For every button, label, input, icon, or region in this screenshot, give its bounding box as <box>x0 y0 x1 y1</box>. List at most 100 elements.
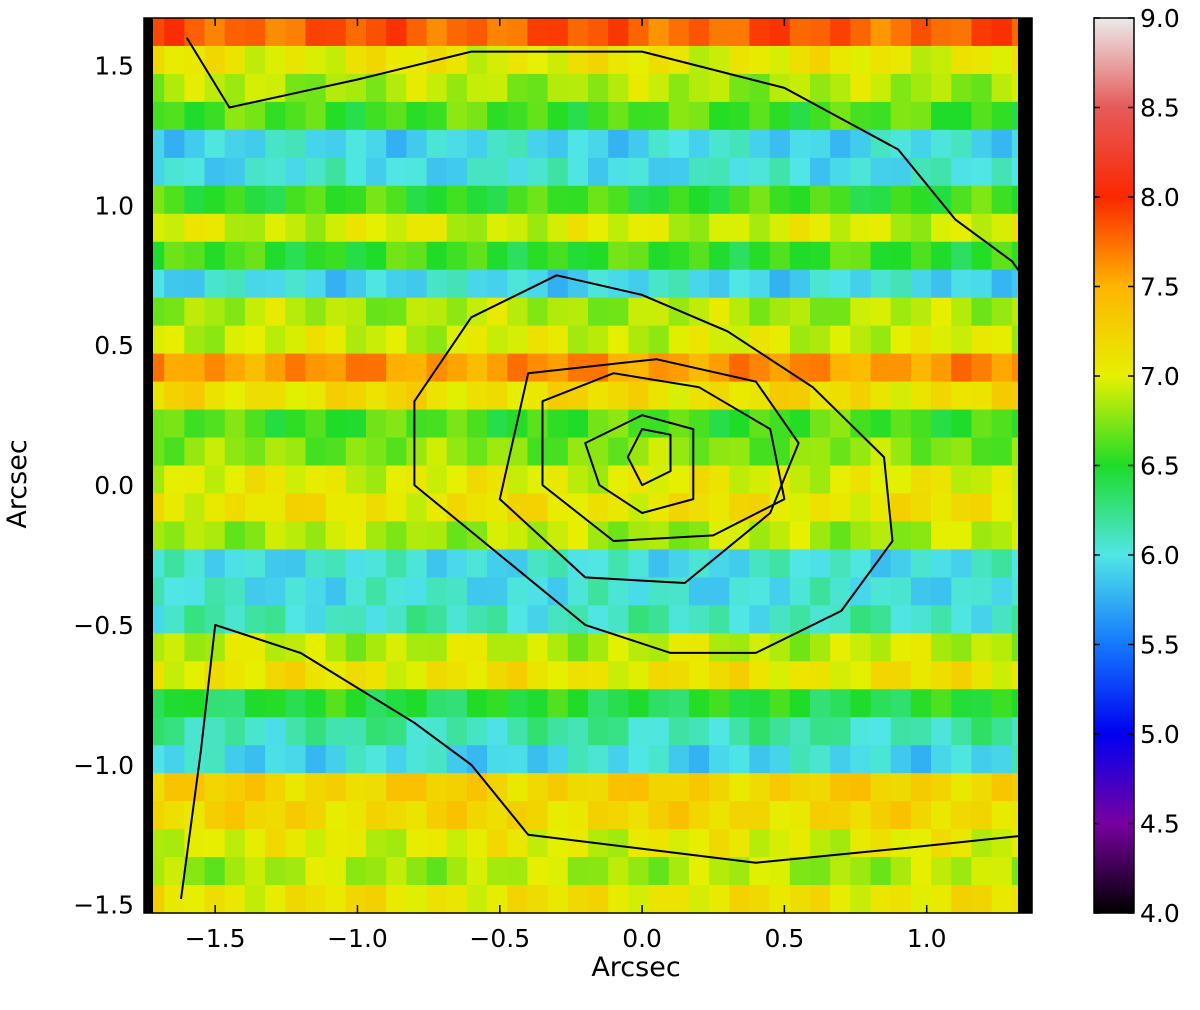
heatmap-cell <box>628 493 650 523</box>
heatmap-cell <box>688 661 710 690</box>
heatmap-cell <box>850 241 872 271</box>
heatmap-cell <box>628 325 650 355</box>
heatmap-cell <box>386 157 407 187</box>
heatmap-cell <box>244 157 266 187</box>
heatmap-cell <box>507 857 529 886</box>
heatmap-cell <box>668 521 690 551</box>
heatmap-cell <box>386 717 407 746</box>
heatmap-cell <box>446 297 468 327</box>
heatmap-cell <box>184 773 206 802</box>
heatmap-cell <box>931 493 952 523</box>
heatmap-cell <box>709 269 730 299</box>
heatmap-cell <box>850 297 872 327</box>
heatmap-cell <box>709 661 730 690</box>
heatmap-cell <box>265 381 286 411</box>
heatmap-cell <box>164 325 185 355</box>
heatmap-cell <box>305 493 327 523</box>
heatmap-cell <box>608 577 629 606</box>
heatmap-cell <box>547 745 569 774</box>
heatmap-cell <box>870 745 892 774</box>
heatmap-cell <box>446 745 468 774</box>
heatmap-cell <box>244 773 266 802</box>
heatmap-cell <box>628 213 650 243</box>
heatmap-cell <box>325 213 347 243</box>
heatmap-cell <box>305 353 327 383</box>
heatmap-cell <box>830 829 851 858</box>
heatmap-cell <box>406 689 428 718</box>
heatmap-cell <box>668 661 690 690</box>
heatmap-cell <box>507 73 529 103</box>
heatmap-cell <box>931 129 952 159</box>
heatmap-cell <box>749 549 771 578</box>
heatmap-cell <box>507 689 529 718</box>
heatmap-cell <box>386 45 407 75</box>
heatmap-cell <box>406 73 428 103</box>
heatmap-cell <box>830 409 851 439</box>
heatmap-cell <box>628 185 650 215</box>
heatmap-cell <box>547 437 569 467</box>
heatmap-cell <box>386 18 407 47</box>
heatmap-cell <box>325 717 347 746</box>
heatmap-cell <box>931 773 952 802</box>
heatmap-cell <box>446 45 468 75</box>
heatmap-cell <box>184 465 206 495</box>
heatmap-cell <box>910 73 932 103</box>
heatmap-cell <box>648 269 670 299</box>
heatmap-cell <box>648 689 670 718</box>
colorbar-tick-label: 8.0 <box>1140 183 1180 212</box>
heatmap-cell <box>991 73 1013 103</box>
heatmap-cell <box>325 577 347 606</box>
heatmap-cell <box>628 661 650 690</box>
heatmap-cell <box>244 269 266 299</box>
heatmap-cell <box>729 885 751 914</box>
heatmap-cell <box>466 549 488 578</box>
heatmap-cell <box>406 297 428 327</box>
heatmap-cell <box>507 661 529 690</box>
heatmap-cell <box>850 101 872 131</box>
heatmap-cell <box>910 381 932 411</box>
heatmap-cell <box>164 689 185 718</box>
heatmap-cell <box>850 381 872 411</box>
heatmap-cell <box>325 605 347 634</box>
heatmap-cell <box>830 689 851 718</box>
heatmap-cell <box>668 73 690 103</box>
heatmap-cell <box>951 18 973 47</box>
heatmap-cell <box>749 633 771 662</box>
heatmap-cell <box>971 773 993 802</box>
heatmap-cell <box>870 437 892 467</box>
heatmap-cell <box>709 689 730 718</box>
heatmap-cell <box>850 689 872 718</box>
heatmap-cell <box>224 745 246 774</box>
heatmap-cell <box>345 521 367 551</box>
heatmap-cell <box>789 269 811 299</box>
heatmap-cell <box>285 885 307 914</box>
heatmap-cell <box>910 605 932 634</box>
heatmap-cell <box>325 437 347 467</box>
heatmap-cell <box>204 773 226 802</box>
heatmap-cell <box>527 773 549 802</box>
heatmap-cell <box>588 885 609 914</box>
heatmap-cell <box>164 437 185 467</box>
heatmap-cell <box>850 801 872 830</box>
heatmap-cell <box>648 521 670 551</box>
heatmap-cell <box>547 409 569 439</box>
heatmap-cell <box>769 437 791 467</box>
heatmap-cell <box>285 465 307 495</box>
heatmap-cell <box>769 297 791 327</box>
heatmap-cell <box>769 521 791 551</box>
heatmap-cell <box>729 773 751 802</box>
heatmap-cell <box>164 829 185 858</box>
x-tick-label: −1.0 <box>327 924 388 953</box>
heatmap-cell <box>729 381 751 411</box>
heatmap-cell <box>910 829 932 858</box>
heatmap-cell <box>386 297 407 327</box>
heatmap-cell <box>890 129 912 159</box>
heatmap-cell <box>850 549 872 578</box>
heatmap-cell <box>325 381 347 411</box>
heatmap-cell <box>224 73 246 103</box>
heatmap-cell <box>971 465 993 495</box>
heatmap-cell <box>285 689 307 718</box>
heatmap-cell <box>648 857 670 886</box>
colorbar-tick-label: 8.5 <box>1140 94 1180 123</box>
heatmap-cell <box>547 857 569 886</box>
